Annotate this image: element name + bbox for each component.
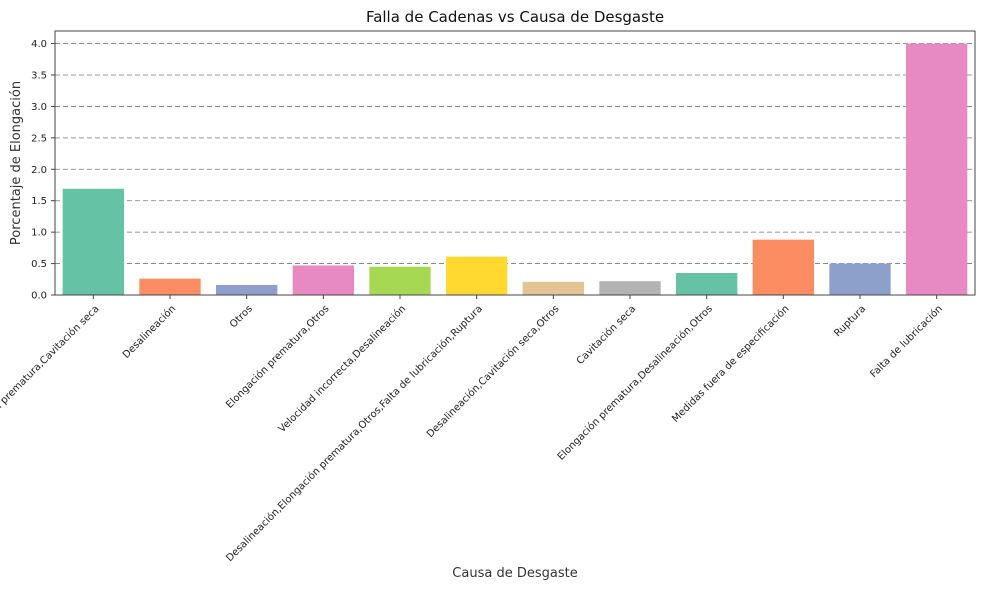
bar <box>829 263 891 295</box>
y-tick-label: 2.5 <box>31 133 47 144</box>
y-tick-label: 1.0 <box>31 228 47 239</box>
x-axis-label: Causa de Desgaste <box>452 566 577 581</box>
x-tick-label-group: Elongación prematura,Desalineación,Otros <box>555 303 715 463</box>
y-tick-label: 2.0 <box>31 165 47 176</box>
x-tick-label-group: Medidas fuera de especificación <box>669 303 791 425</box>
x-tick-label-group: Desalineación <box>120 303 178 361</box>
bar <box>216 284 278 295</box>
bars-group <box>62 43 968 296</box>
bar <box>139 278 201 295</box>
x-tick-label: Desalineación <box>120 303 178 361</box>
plot-frame <box>54 30 976 296</box>
x-tick-label-group: Falta de lubricación <box>868 303 945 380</box>
bar <box>62 188 124 295</box>
grid-lines <box>55 43 975 296</box>
x-tick-label: Otros <box>228 303 255 330</box>
x-axis-ticks: Elongación prematura,Cavitación seca Desa… <box>0 295 945 564</box>
y-tick-label: 3.5 <box>31 71 47 82</box>
bar <box>369 266 431 295</box>
x-tick-label: Cavitación seca <box>574 303 638 367</box>
x-tick-label: Desalineación,Cavitación seca,Otros <box>424 303 561 440</box>
bar <box>446 256 508 295</box>
y-tick-label: 1.5 <box>31 196 47 207</box>
x-tick-label-group: Desalineación,Elongación prematura,Otros… <box>224 303 485 564</box>
x-tick-label-group: Otros <box>228 303 255 330</box>
bar <box>752 239 814 295</box>
bar <box>599 281 661 295</box>
y-axis-ticks: 0.0 0.5 1.0 1.5 2.0 2.5 3.0 3.5 4.0 <box>31 39 55 302</box>
x-tick-label-group: Cavitación seca <box>574 303 638 367</box>
x-tick-label: Falta de lubricación <box>868 303 945 380</box>
x-tick-label: Velocidad incorrecta,Desalineación <box>276 303 408 435</box>
bar <box>676 273 738 295</box>
x-tick-label-group: Ruptura <box>832 303 868 339</box>
y-tick-label: 0.5 <box>31 259 47 270</box>
x-tick-label: Elongación prematura,Cavitación seca <box>0 303 102 448</box>
x-tick-label-group: Velocidad incorrecta,Desalineación <box>276 303 408 435</box>
x-tick-label-group: Desalineación,Cavitación seca,Otros <box>424 303 561 440</box>
y-tick-label: 0.0 <box>31 291 47 302</box>
x-tick-label-group: Elongación prematura,Cavitación seca <box>0 303 102 448</box>
bar <box>906 43 968 296</box>
bar <box>522 281 584 295</box>
x-tick-label: Ruptura <box>832 303 868 339</box>
chart-title: Falla de Cadenas vs Causa de Desgaste <box>366 8 664 26</box>
y-axis-label: Porcentaje de Elongación <box>9 81 24 245</box>
x-tick-label: Medidas fuera de especificación <box>669 303 791 425</box>
y-tick-label: 3.0 <box>31 102 47 113</box>
bar <box>292 265 354 295</box>
y-tick-label: 4.0 <box>31 39 47 50</box>
x-tick-label: Desalineación,Elongación prematura,Otros… <box>224 303 485 564</box>
x-tick-label: Elongación prematura,Desalineación,Otros <box>555 303 715 463</box>
